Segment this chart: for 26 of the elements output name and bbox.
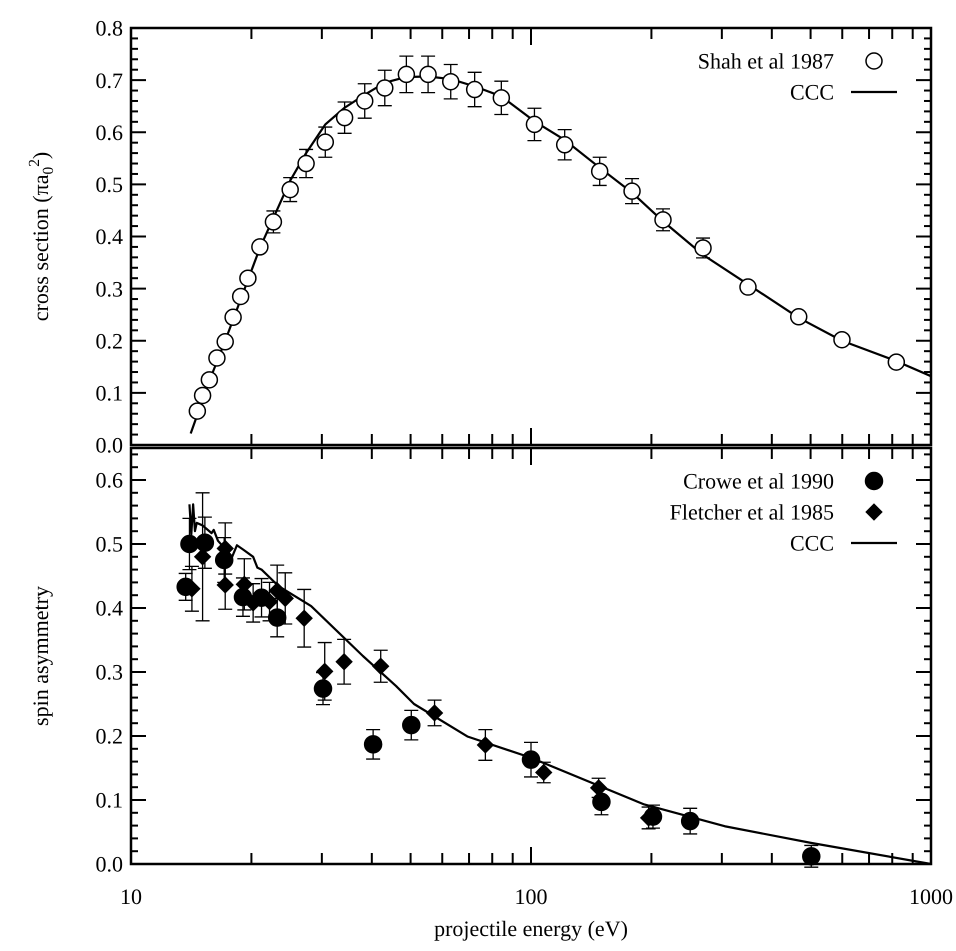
x-tick-label: 10: [120, 884, 142, 909]
legend-label: CCC: [790, 530, 834, 556]
y-tick-label: 0.2: [96, 328, 123, 354]
y-tick-label: 0.6: [96, 120, 123, 145]
legend-label: CCC: [790, 80, 834, 105]
y-tick-label: 0.4: [96, 596, 123, 621]
y-tick-label: 0.4: [96, 224, 123, 250]
y-tick-label: 0.3: [96, 660, 123, 685]
y-tick-label: 0.0: [96, 852, 123, 877]
y-tick-label: 0.5: [96, 172, 123, 198]
y-tick-label: 0.2: [96, 724, 123, 749]
y-axis-title: spin asymmetry: [28, 586, 53, 726]
y-tick-label: 0.1: [96, 788, 123, 813]
legend-label: Fletcher et al 1985: [670, 500, 834, 525]
y-tick-label: 0.1: [96, 380, 123, 406]
y-tick-label: 0.3: [96, 276, 123, 302]
x-axis-title: projectile energy (eV): [434, 916, 628, 941]
x-tick-label: 100: [514, 884, 548, 909]
y-tick-label: 0.6: [96, 468, 123, 493]
y-tick-label: 0.8: [96, 16, 123, 41]
y-tick-label: 0.0: [96, 432, 123, 458]
y-tick-label: 0.5: [96, 532, 123, 557]
x-tick-label: 1000: [909, 884, 953, 909]
legend-label: Crowe et al 1990: [683, 468, 834, 494]
legend-label: Shah et al 1987: [698, 48, 834, 74]
y-tick-label: 0.7: [96, 68, 123, 93]
